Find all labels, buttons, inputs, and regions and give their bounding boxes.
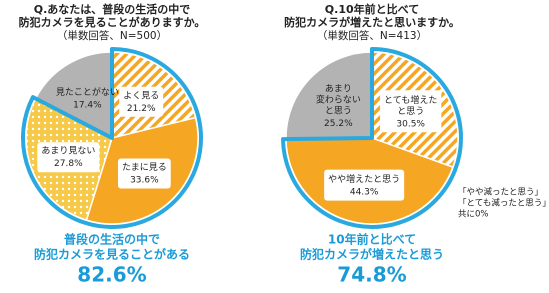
highlight-outline <box>21 47 203 229</box>
slice-label-line: あまり見ない <box>41 145 95 156</box>
slice-value: 17.4% <box>73 101 102 111</box>
summary-text: 防犯カメラが増えたと思う <box>300 247 444 262</box>
chart-title: Q.10年前と比べて <box>325 2 419 16</box>
summary-value: 74.8% <box>337 263 406 287</box>
slice-label-line: 変わらない <box>316 93 361 105</box>
slice-label-line: と思う <box>325 105 352 116</box>
slice-label-line: たまに見る <box>122 161 167 172</box>
chart-subtitle: （単数回答、N=500） <box>57 29 167 42</box>
slice-value: 27.8% <box>54 159 83 169</box>
slice-label: 見たことがない <box>56 86 119 98</box>
slice-label: たまに見る <box>122 161 167 172</box>
slice-value: 21.2% <box>127 104 156 114</box>
label-box <box>118 158 171 189</box>
pie-slice <box>285 51 373 140</box>
slice-label-line: よく見る <box>123 90 159 101</box>
slice-label-line: あまり <box>325 83 352 94</box>
chart-title: 防犯カメラが増えたと思いますか。 <box>284 15 460 29</box>
note: 「やや減ったと思う」 <box>458 187 543 198</box>
note: 「とても減ったと思う」は <box>458 198 549 209</box>
slice-label-line: とても増えた <box>384 93 437 105</box>
slice-label-line: やや増えたと思う <box>328 173 400 185</box>
chart-title: 防犯カメラを見ることがありますか。 <box>19 15 206 29</box>
slice-label-line: と思う <box>397 105 424 116</box>
slice-label-line: 見たことがない <box>56 86 119 98</box>
highlight-outline <box>281 47 463 229</box>
slice-label: あまり見ない <box>41 145 95 156</box>
label-box <box>119 86 164 117</box>
slice-label: やや増えたと思う <box>328 173 400 185</box>
chart-title: Q.あなたは、普段の生活の中で <box>34 2 191 16</box>
pie-slice <box>34 51 113 140</box>
slice-value: 30.5% <box>396 119 425 129</box>
label-box <box>37 142 100 173</box>
slice-value: 25.2% <box>324 119 353 129</box>
slice-value: 33.6% <box>130 175 159 185</box>
slice-label: とても増えたと思う <box>384 93 437 116</box>
label-box <box>380 90 442 133</box>
slice-label: よく見る <box>123 90 159 101</box>
summary-text: 防犯カメラを見ることがある <box>34 247 190 262</box>
summary-value: 82.6% <box>77 263 146 287</box>
slice-label: あまり変わらないと思う <box>316 83 361 116</box>
summary-text: 普段の生活の中で <box>64 232 160 247</box>
slice-value: 44.3% <box>350 188 379 198</box>
summary-text: 10年前と比べて <box>328 232 416 247</box>
slice-labels: とても増えたと思う30.5%やや増えたと思う44.3%あまり変わらないと思う25… <box>316 83 442 201</box>
label-box <box>324 169 405 201</box>
slice-labels: よく見る 21.2% たまに見る 33.6% あまり見ない 27.8% 見たことがない 17.… <box>37 86 171 189</box>
chart-subtitle: （単数回答、N=413） <box>317 29 427 42</box>
note: 共に0% <box>458 210 489 220</box>
